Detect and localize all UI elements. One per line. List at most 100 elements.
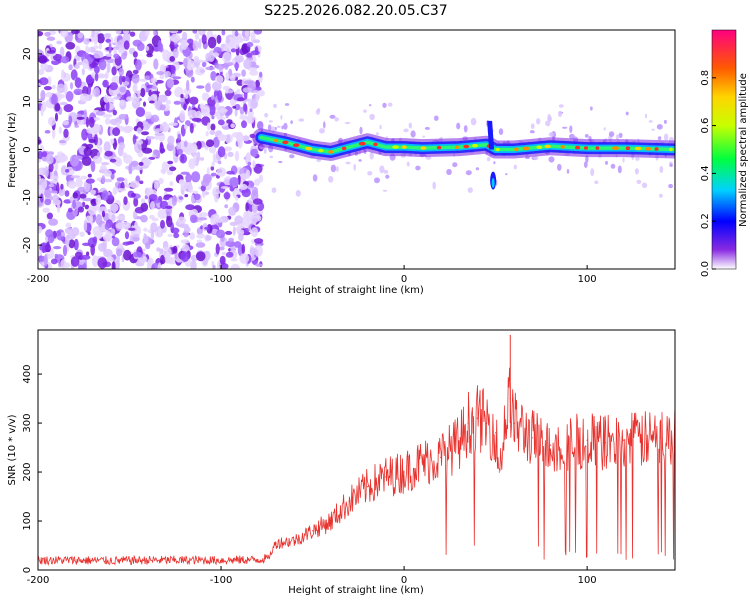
band-hotspot <box>436 145 442 150</box>
noise-speckle <box>122 81 130 86</box>
noise-speckle <box>160 219 165 229</box>
noise-speckle <box>87 47 92 53</box>
band-speckle <box>493 161 496 165</box>
snr-y-axis-label: SNR (10 * v/v) <box>7 414 18 485</box>
noise-speckle <box>196 85 205 89</box>
noise-speckle <box>186 79 190 91</box>
noise-speckle <box>132 251 143 258</box>
snr-point <box>458 442 460 444</box>
noise-speckle <box>60 30 69 38</box>
snr-x-tick-label: -200 <box>27 575 50 586</box>
band-speckle <box>290 120 293 124</box>
band-hotspot <box>536 145 543 149</box>
noise-speckle <box>38 249 43 256</box>
figure-title: S225.2026.082.20.05.C37 <box>264 3 447 19</box>
band-speckle <box>312 174 318 182</box>
noise-speckle <box>150 201 155 210</box>
noise-speckle <box>254 244 263 257</box>
noise-speckle <box>46 36 56 41</box>
band-speckle <box>319 128 325 134</box>
noise-speckle <box>124 231 130 240</box>
noise-speckle <box>225 251 234 258</box>
noise-speckle <box>104 118 111 125</box>
noise-speckle <box>133 90 141 94</box>
band-speckle <box>663 119 667 124</box>
noise-speckle <box>206 122 211 131</box>
noise-speckle <box>215 75 224 84</box>
band-speckle <box>529 130 535 134</box>
noise-speckle <box>132 85 137 92</box>
noise-speckle <box>131 74 140 84</box>
noise-speckle <box>134 221 139 230</box>
noise-speckle <box>232 226 236 236</box>
noise-speckle <box>236 97 245 102</box>
spectrogram-x-tick-label: -200 <box>27 274 50 285</box>
noise-speckle <box>157 209 168 219</box>
noise-speckle <box>236 229 245 235</box>
noise-speckle <box>77 32 84 39</box>
noise-speckle <box>68 64 73 71</box>
noise-speckle <box>225 240 236 248</box>
band-speckle <box>344 121 351 125</box>
snr-x-tick-label: -100 <box>210 575 233 586</box>
noise-speckle <box>132 210 138 220</box>
noise-speckle <box>169 30 179 34</box>
noise-speckle <box>245 202 249 213</box>
noise-speckle <box>136 42 145 52</box>
noise-speckle <box>65 42 76 50</box>
noise-speckle <box>200 185 206 192</box>
band-hotspot <box>318 148 324 153</box>
noise-speckle <box>230 263 240 269</box>
noise-speckle <box>153 58 159 70</box>
noise-speckle <box>173 100 181 105</box>
noise-speckle <box>81 68 85 76</box>
noise-speckle <box>156 247 161 252</box>
noise-speckle <box>40 105 44 117</box>
noise-speckle <box>210 166 215 171</box>
noise-speckle <box>108 42 112 55</box>
band-hotspot <box>625 146 631 150</box>
noise-speckle <box>142 158 152 166</box>
noise-speckle <box>102 79 109 88</box>
noise-speckle <box>38 98 45 102</box>
noise-speckle <box>81 128 88 141</box>
colorbar-frame <box>711 29 737 270</box>
band-speckle <box>406 161 410 167</box>
noise-speckle <box>250 148 259 157</box>
noise-speckle <box>123 50 128 57</box>
band-speckle <box>562 126 568 129</box>
band-hotspot <box>669 147 673 152</box>
noise-speckle <box>109 158 117 163</box>
colorbar-tick-label: 0.8 <box>700 70 711 86</box>
noise-speckle <box>93 45 99 50</box>
noise-speckle <box>128 163 132 175</box>
band-speckle <box>651 128 655 131</box>
noise-speckle <box>126 96 133 102</box>
noise-speckle <box>183 57 188 68</box>
noise-speckle <box>255 263 263 267</box>
noise-speckle <box>145 121 149 129</box>
band-hotspot <box>514 147 519 152</box>
noise-speckle <box>86 127 96 134</box>
band-speckle <box>558 104 564 108</box>
noise-speckle <box>252 198 263 205</box>
snr-point <box>504 422 506 424</box>
noise-speckle <box>178 179 185 185</box>
noise-speckle <box>111 75 121 85</box>
noise-speckle <box>103 94 110 103</box>
noise-speckle <box>97 151 101 157</box>
band-speckle <box>345 161 351 165</box>
noise-speckle <box>86 75 94 85</box>
noise-speckle <box>240 222 251 227</box>
noise-speckle <box>99 164 108 174</box>
noise-speckle <box>198 217 208 221</box>
snr-point <box>220 559 222 561</box>
noise-speckle <box>89 189 97 194</box>
noise-speckle <box>113 47 118 56</box>
noise-speckle <box>65 222 72 228</box>
noise-speckle <box>79 231 85 237</box>
noise-speckle <box>154 199 161 204</box>
band-speckle <box>547 113 552 122</box>
noise-speckle <box>122 241 131 246</box>
band-speckle <box>434 115 439 121</box>
